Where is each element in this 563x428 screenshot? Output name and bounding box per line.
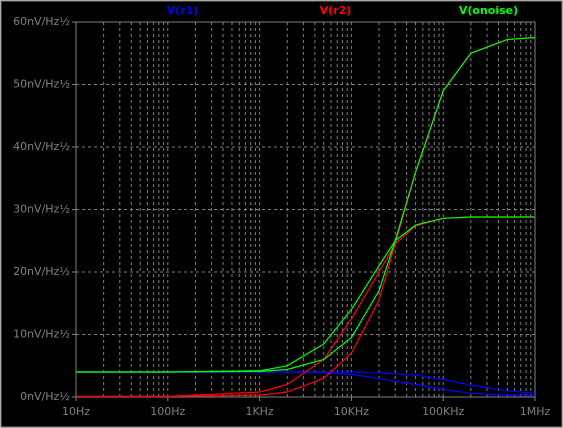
x-tick-label: 1KHz bbox=[245, 405, 273, 418]
x-tick-label: 100Hz bbox=[150, 405, 185, 418]
y-tick-label: 10nV/Hz½ bbox=[13, 328, 70, 341]
legend-label: V(r1) bbox=[167, 4, 199, 17]
y-tick-label: 30nV/Hz½ bbox=[13, 203, 70, 216]
x-tick-label: 100KHz bbox=[422, 405, 464, 418]
y-tick-label: 50nV/Hz½ bbox=[13, 78, 70, 91]
y-tick-label: 60nV/Hz½ bbox=[13, 15, 70, 28]
y-tick-label: 20nV/Hz½ bbox=[13, 265, 70, 278]
plot-frame bbox=[75, 21, 536, 398]
y-tick-label: 0nV/Hz½ bbox=[20, 390, 70, 403]
x-tick-label: 10KHz bbox=[334, 405, 369, 418]
series-line bbox=[76, 371, 536, 397]
x-tick-label: 1MHz bbox=[520, 405, 551, 418]
x-tick-label: 10Hz bbox=[62, 405, 90, 418]
legend-label: V(onoise) bbox=[459, 4, 518, 17]
legend-label: V(r2) bbox=[320, 4, 352, 17]
y-tick-label: 40nV/Hz½ bbox=[13, 140, 70, 153]
series-line bbox=[76, 216, 535, 373]
